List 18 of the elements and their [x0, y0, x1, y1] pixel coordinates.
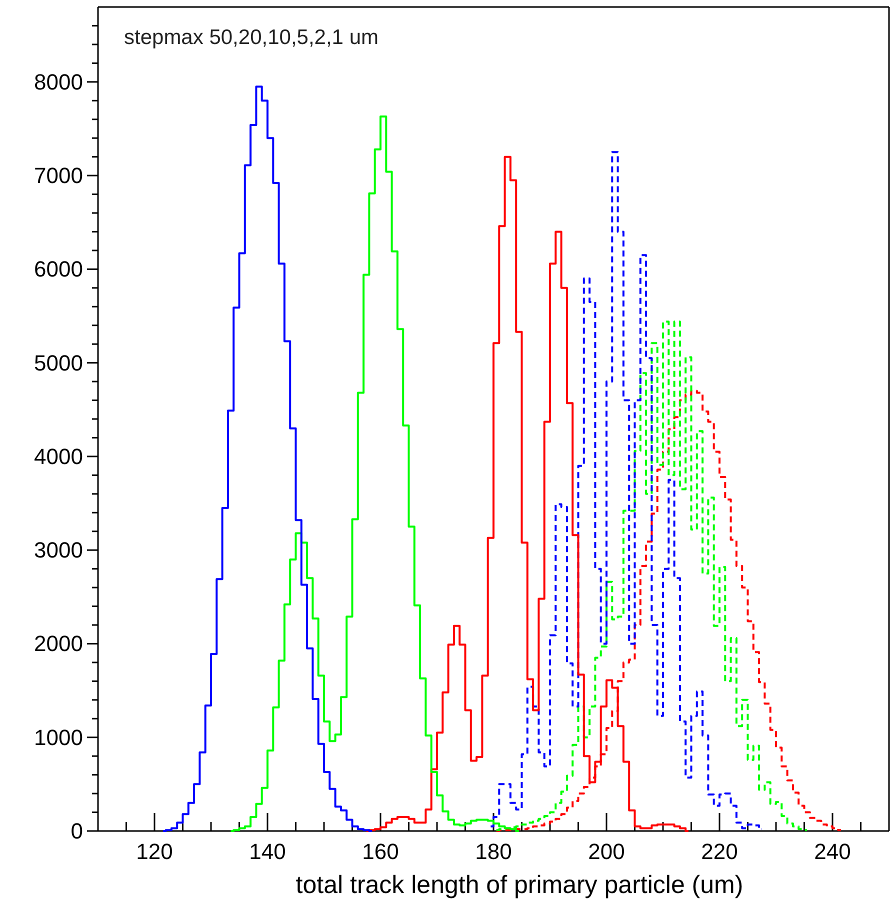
y-tick-label: 6000: [34, 256, 83, 282]
x-axis-title: total track length of primary particle (um): [296, 871, 744, 899]
y-tick-label: 2000: [34, 631, 83, 656]
y-tick-label: 3000: [34, 538, 83, 563]
x-tick-label: 180: [475, 839, 512, 864]
y-tick-label: 4000: [34, 444, 83, 469]
y-tick-label: 5000: [34, 350, 83, 376]
x-tick-label: 220: [701, 839, 738, 864]
x-tick-label: 160: [362, 839, 399, 864]
y-tick-label: 8000: [34, 69, 83, 94]
x-tick-label: 120: [136, 839, 173, 864]
x-tick-label: 240: [814, 839, 851, 864]
x-tick-label: 200: [588, 839, 625, 864]
y-tick-label: 1000: [34, 724, 83, 750]
y-tick-label: 0: [70, 818, 83, 844]
x-tick-label: 140: [249, 839, 286, 864]
text: stepmax 50,20,10,5,2,1 um: [124, 26, 378, 49]
y-tick-label: 7000: [34, 163, 83, 188]
